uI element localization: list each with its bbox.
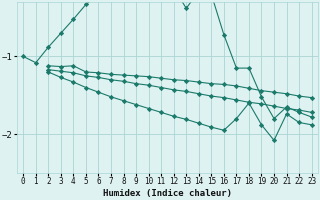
X-axis label: Humidex (Indice chaleur): Humidex (Indice chaleur) xyxy=(103,189,232,198)
